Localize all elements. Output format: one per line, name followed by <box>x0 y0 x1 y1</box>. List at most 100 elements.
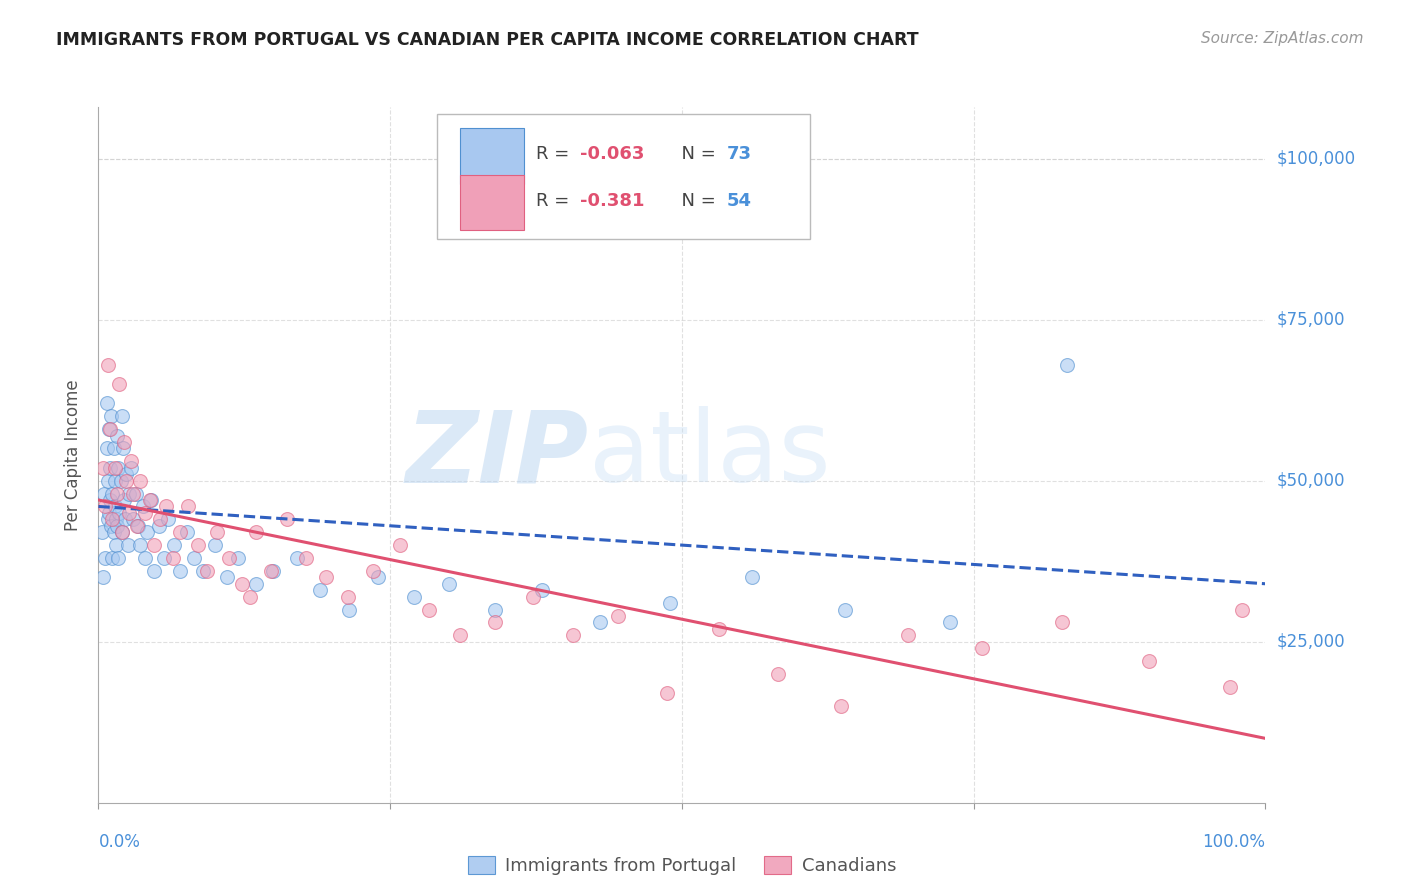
Point <box>107 460 129 475</box>
Point <box>163 538 186 552</box>
Point <box>187 538 209 552</box>
Point <box>830 699 852 714</box>
Text: R =: R = <box>536 192 575 210</box>
Point <box>90 525 112 540</box>
Text: N =: N = <box>671 145 721 163</box>
Y-axis label: Per Capita Income: Per Capita Income <box>65 379 83 531</box>
Point <box>337 590 360 604</box>
Point <box>117 538 139 552</box>
Point <box>337 602 360 616</box>
Point <box>100 518 122 533</box>
Point <box>104 500 127 514</box>
Point <box>94 551 117 566</box>
Point <box>91 460 114 475</box>
Text: R =: R = <box>536 145 575 163</box>
Point <box>134 506 156 520</box>
Text: IMMIGRANTS FROM PORTUGAL VS CANADIAN PER CAPITA INCOME CORRELATION CHART: IMMIGRANTS FROM PORTUGAL VS CANADIAN PER… <box>56 31 920 49</box>
Point <box>122 512 145 526</box>
Point <box>484 602 506 616</box>
Point <box>118 506 141 520</box>
Text: $25,000: $25,000 <box>1277 632 1346 651</box>
Point <box>207 525 229 540</box>
Text: 100.0%: 100.0% <box>1202 833 1265 851</box>
Point <box>125 518 148 533</box>
Point <box>437 576 460 591</box>
FancyBboxPatch shape <box>437 114 810 239</box>
Point <box>231 576 253 591</box>
Point <box>970 641 993 656</box>
Point <box>97 358 120 372</box>
Point <box>122 486 145 500</box>
Point <box>108 506 131 520</box>
Point <box>1052 615 1074 630</box>
FancyBboxPatch shape <box>460 175 524 230</box>
Point <box>169 525 191 540</box>
Point <box>136 525 159 540</box>
Point <box>709 622 731 636</box>
Text: $100,000: $100,000 <box>1277 150 1355 168</box>
Point <box>112 493 135 508</box>
Point <box>149 512 172 526</box>
Legend: Immigrants from Portugal, Canadians: Immigrants from Portugal, Canadians <box>458 847 905 884</box>
Point <box>484 615 506 630</box>
Point <box>98 422 121 436</box>
Point <box>606 609 628 624</box>
Text: Source: ZipAtlas.com: Source: ZipAtlas.com <box>1201 31 1364 46</box>
Point <box>129 538 152 552</box>
Point <box>103 442 125 456</box>
Point <box>418 602 440 616</box>
Point <box>834 602 856 616</box>
Point <box>195 564 218 578</box>
Text: atlas: atlas <box>589 407 830 503</box>
Point <box>260 564 283 578</box>
Point <box>218 551 240 566</box>
Point <box>148 518 170 533</box>
Point <box>105 518 128 533</box>
Point <box>155 500 177 514</box>
Point <box>96 442 118 456</box>
Text: 54: 54 <box>727 192 751 210</box>
Point <box>107 551 129 566</box>
Point <box>655 686 678 700</box>
Text: -0.063: -0.063 <box>581 145 645 163</box>
Point <box>110 474 132 488</box>
Point <box>105 428 128 442</box>
Point <box>98 493 121 508</box>
Point <box>101 512 124 526</box>
Point <box>157 512 180 526</box>
Point <box>309 583 332 598</box>
Text: $75,000: $75,000 <box>1277 310 1346 328</box>
Point <box>115 467 138 482</box>
Point <box>94 500 117 514</box>
Point <box>449 628 471 642</box>
Point <box>530 583 553 598</box>
Point <box>1230 602 1253 616</box>
Point <box>276 512 298 526</box>
Point <box>111 525 134 540</box>
Point <box>193 564 215 578</box>
Point <box>139 493 162 508</box>
Point <box>939 615 962 630</box>
Point <box>522 590 544 604</box>
Point <box>589 615 612 630</box>
Point <box>245 576 267 591</box>
Point <box>285 551 308 566</box>
Point <box>1137 654 1160 668</box>
Point <box>162 551 184 566</box>
Text: 73: 73 <box>727 145 751 163</box>
Point <box>104 460 127 475</box>
Point <box>108 377 131 392</box>
Point <box>183 551 205 566</box>
Point <box>104 538 127 552</box>
Point <box>97 422 120 436</box>
Point <box>139 493 162 508</box>
Point <box>766 667 789 681</box>
Text: 0.0%: 0.0% <box>98 833 141 851</box>
Point <box>361 564 384 578</box>
Point <box>315 570 337 584</box>
Text: -0.381: -0.381 <box>581 192 645 210</box>
Point <box>215 570 238 584</box>
Point <box>104 512 127 526</box>
Point <box>101 486 124 500</box>
Point <box>262 564 284 578</box>
